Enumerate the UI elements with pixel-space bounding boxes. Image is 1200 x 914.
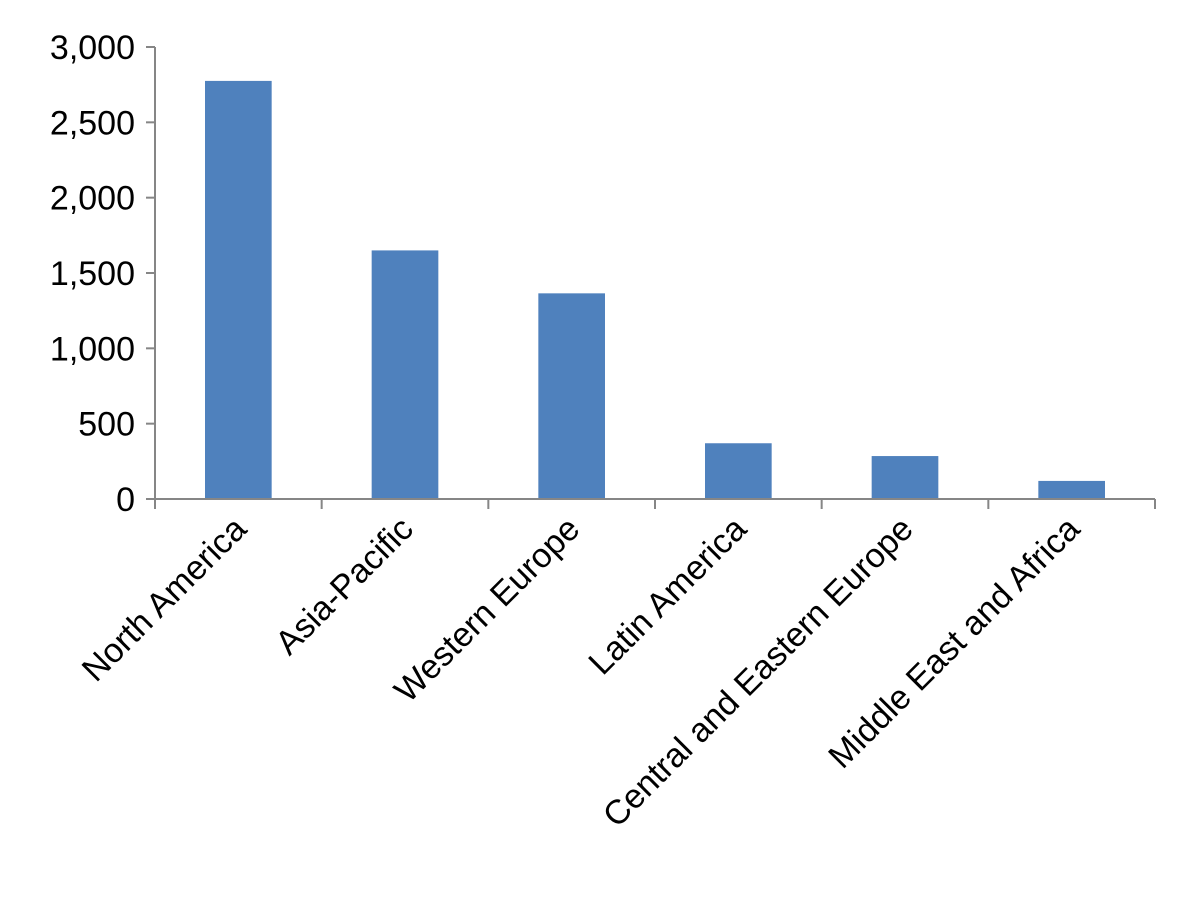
y-tick-label: 2,000 [50, 180, 135, 218]
bar [1038, 480, 1105, 499]
bar [871, 456, 939, 499]
y-tick-label: 2,500 [50, 104, 135, 142]
y-axis: 0 500 1,000 1,500 2,000 2,500 3,000 [50, 29, 156, 519]
x-category-label: Latin America [581, 510, 754, 683]
x-category-label: Asia-Pacific [268, 510, 420, 662]
bar [205, 80, 272, 500]
y-tick-label: 500 [78, 406, 135, 444]
y-tick-label: 0 [116, 481, 135, 519]
bar [538, 293, 605, 499]
x-category-label: North America [75, 510, 254, 689]
y-tick-label: 1,500 [50, 255, 135, 293]
y-tick-label: 3,000 [50, 29, 135, 67]
x-category-label: Central and Eastern Europe [596, 510, 921, 835]
bars [205, 80, 1105, 500]
y-tick-label: 1,000 [50, 330, 135, 368]
bar [371, 250, 439, 499]
bar [705, 443, 772, 499]
